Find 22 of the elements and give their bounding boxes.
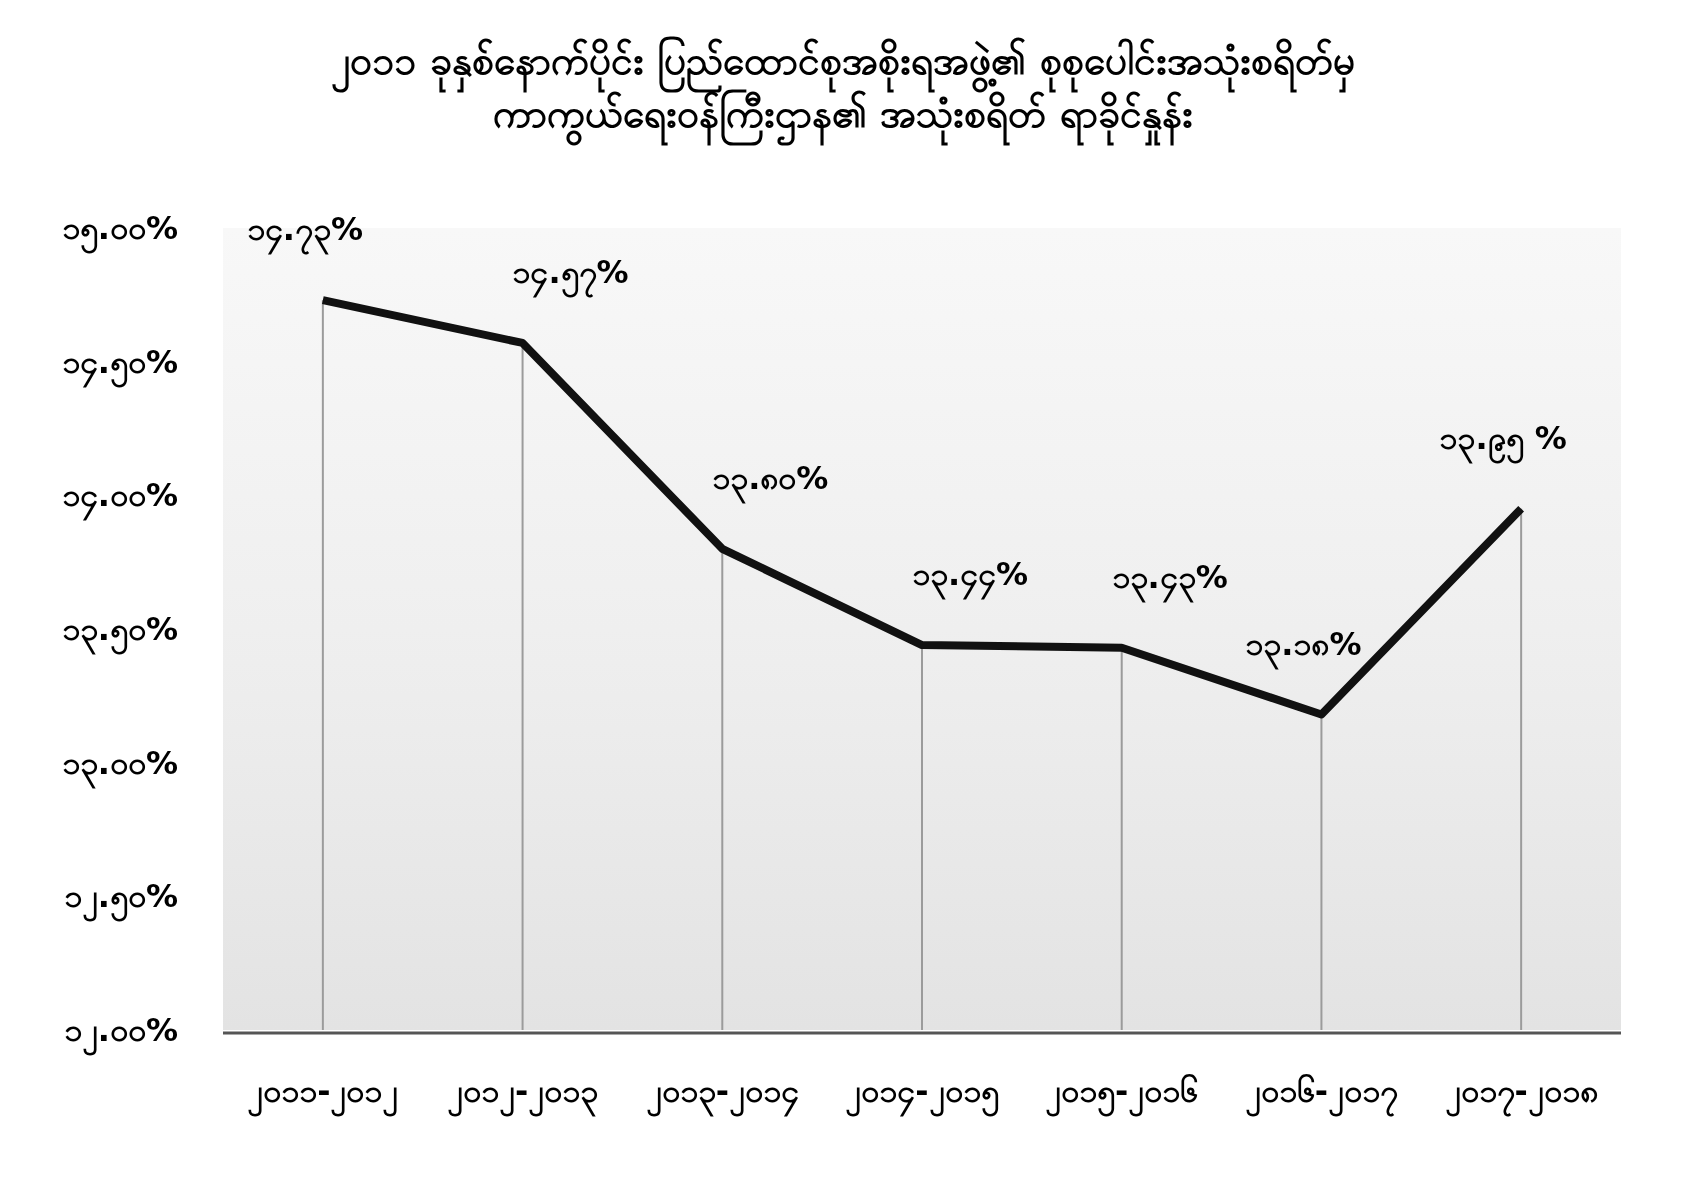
x-tick-label: ၂၀၁၁-၂၀၁၂ [247, 1072, 399, 1117]
x-tick-label: ၂၀၁၄-၂၀၁၅ [845, 1072, 999, 1117]
x-tick-label: ၂၀၁၆-၂၀၁၇ [1244, 1072, 1399, 1117]
data-label: ၁၃.၉၅ % [1439, 418, 1567, 464]
y-tick-label: ၁၃.၅၀% [61, 610, 178, 655]
data-label: ၁၃.၁၈% [1245, 624, 1362, 670]
data-label: ၁၄.၅၇% [512, 252, 629, 298]
data-label: ၁၃.၈၀% [712, 458, 829, 504]
y-tick-label: ၁၄.၅၀% [61, 342, 178, 388]
x-tick-label: ၂၀၁၃-၂၀၁၄ [645, 1072, 799, 1117]
x-tick-label: ၂၀၁၅-၂၀၁၆ [1045, 1072, 1199, 1117]
data-label: ၁၄.၇၃% [246, 210, 363, 256]
y-tick-label: ၁၃.၀၀% [61, 743, 178, 789]
data-label: ၁၃.၄၃% [1111, 557, 1228, 603]
chart-title: ၂၀၁၁ ခုနှစ်နောက်ပိုင်း ပြည်ထောင်စုအစိုးရအဖွဲ့၏ စုစုပေါင်းအသုံးစရိတ်မှ ကာကွယ်ရေးဝန်ကြီးဌာန၏ အသုံးစရိတ် ရာခိုင်နှုန်း [331, 36, 1355, 146]
y-tick-label: ၁၄.၀၀% [61, 476, 178, 522]
y-tick-label: ၁၂.၀၀% [63, 1011, 178, 1056]
y-tick-label: ၁၅.၀၀% [61, 209, 178, 254]
x-tick-label: ၂၀၁၂-၂၀၁၃ [446, 1072, 599, 1117]
y-tick-label: ၁၂.၅၀% [63, 877, 178, 923]
x-tick-label: ၂၀၁၇-၂၀၁၈ [1444, 1072, 1598, 1117]
data-label: ၁၃.၄၄% [911, 555, 1029, 601]
